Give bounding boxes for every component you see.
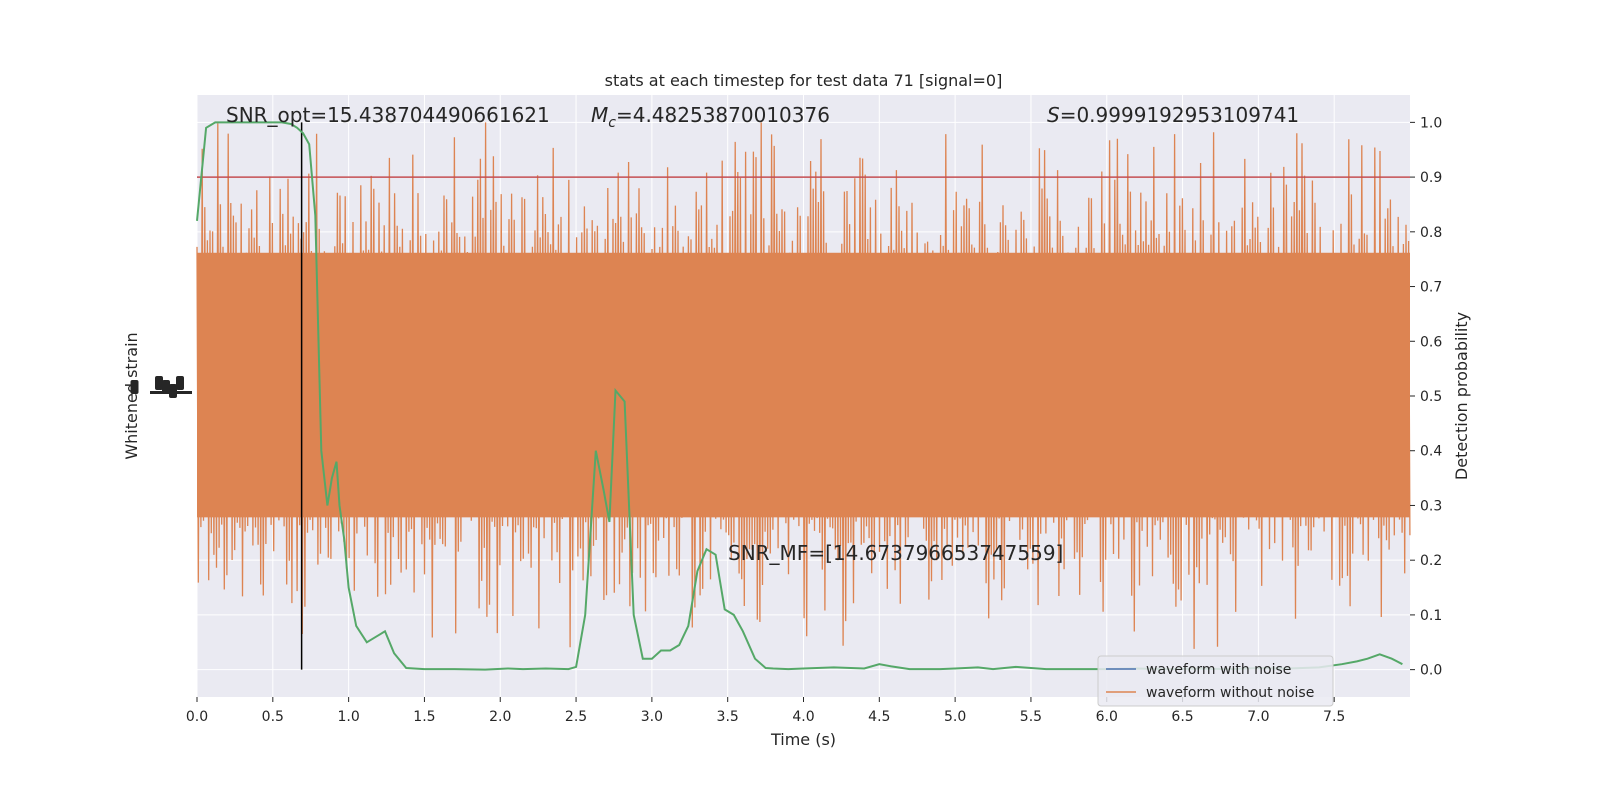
right-axis-title: Detection probability bbox=[1452, 312, 1471, 480]
legend-box bbox=[1097, 655, 1334, 707]
y-right-tick-label-7: 0.7 bbox=[1420, 280, 1442, 296]
chart-title: stats at each timestep for test data 71 … bbox=[605, 71, 1003, 90]
annotation-chirp-mass-symbol: M bbox=[591, 103, 608, 127]
x-tick-label-14: 7.0 bbox=[1247, 709, 1269, 725]
left-axis-ticks bbox=[130, 376, 192, 398]
x-axis-ticks: 0.0 0.5 1.0 1.5 2.0 2.5 3.0 3.5 4.0 4.5 5.0 5.5 6.0 6… bbox=[186, 697, 1345, 725]
y-right-tick-label-4: 0.4 bbox=[1420, 444, 1442, 460]
probability-series bbox=[196, 121, 1403, 671]
right-axis-ticks: 0.0 0.1 0.2 0.3 0.4 0.5 0.6 0.7 0.8 0.9 1.0 bbox=[1410, 115, 1442, 679]
strain-core-band bbox=[197, 252, 1410, 518]
x-tick-label-0: 0.0 bbox=[186, 709, 208, 725]
y-right-tick-label-1: 0.1 bbox=[1420, 608, 1442, 624]
annotation-s: S=0.9999192953109741 bbox=[1047, 103, 1299, 127]
x-tick-label-7: 3.5 bbox=[717, 709, 739, 725]
probability-line bbox=[196, 121, 1403, 671]
y-right-tick-label-10: 1.0 bbox=[1420, 115, 1442, 131]
left-axis-tick-mark-4 bbox=[176, 376, 184, 390]
annotation-chirp-mass: Mc=4.48253870010376 bbox=[591, 103, 830, 131]
y-right-tick-label-6: 0.6 bbox=[1420, 334, 1442, 350]
y-right-tick-label-8: 0.8 bbox=[1420, 225, 1442, 241]
x-tick-label-1: 0.5 bbox=[262, 709, 284, 725]
legend-label-without-noise: waveform without noise bbox=[1146, 685, 1314, 701]
y-right-tick-label-9: 0.9 bbox=[1420, 170, 1442, 186]
annotation-s-symbol: S bbox=[1047, 103, 1060, 127]
left-axis-tick-mark-2 bbox=[162, 380, 170, 394]
left-axis-tick-bar bbox=[150, 391, 192, 394]
x-tick-label-13: 6.5 bbox=[1171, 709, 1193, 725]
y-right-tick-label-0: 0.0 bbox=[1420, 663, 1442, 679]
x-tick-label-15: 7.5 bbox=[1323, 709, 1345, 725]
annotation-s-value: =0.9999192953109741 bbox=[1060, 103, 1299, 127]
x-tick-label-4: 2.0 bbox=[489, 709, 511, 725]
x-tick-label-12: 6.0 bbox=[1096, 709, 1118, 725]
y-right-tick-label-2: 0.2 bbox=[1420, 553, 1442, 569]
x-tick-label-9: 4.5 bbox=[868, 709, 890, 725]
x-tick-label-8: 4.0 bbox=[792, 709, 814, 725]
annotation-chirp-mass-value: =4.48253870010376 bbox=[616, 103, 830, 127]
legend-label-with-noise: waveform with noise bbox=[1146, 662, 1291, 678]
x-tick-label-5: 2.5 bbox=[565, 709, 587, 725]
y-right-tick-label-5: 0.5 bbox=[1420, 389, 1442, 405]
annotation-snr-opt: SNR_opt=15.438704490661621 bbox=[226, 103, 550, 127]
x-tick-label-3: 1.5 bbox=[413, 709, 435, 725]
annotation-chirp-mass-subscript: c bbox=[608, 115, 616, 131]
strain-series-without-noise bbox=[196, 122, 1411, 649]
x-tick-label-10: 5.0 bbox=[944, 709, 966, 725]
x-axis-title: Time (s) bbox=[770, 730, 836, 749]
left-axis-tick-mark-1 bbox=[155, 376, 163, 390]
x-tick-label-6: 3.0 bbox=[641, 709, 663, 725]
annotation-snr-mf: SNR_MF=[14.673796653747559] bbox=[728, 541, 1063, 565]
x-tick-label-11: 5.5 bbox=[1020, 709, 1042, 725]
left-axis-title: Whitened strain bbox=[122, 332, 141, 459]
y-right-tick-label-3: 0.3 bbox=[1420, 498, 1442, 514]
left-axis-tick-mark-0 bbox=[130, 380, 139, 394]
x-tick-label-2: 1.0 bbox=[337, 709, 359, 725]
legend: waveform with noise waveform without noi… bbox=[1097, 655, 1334, 707]
